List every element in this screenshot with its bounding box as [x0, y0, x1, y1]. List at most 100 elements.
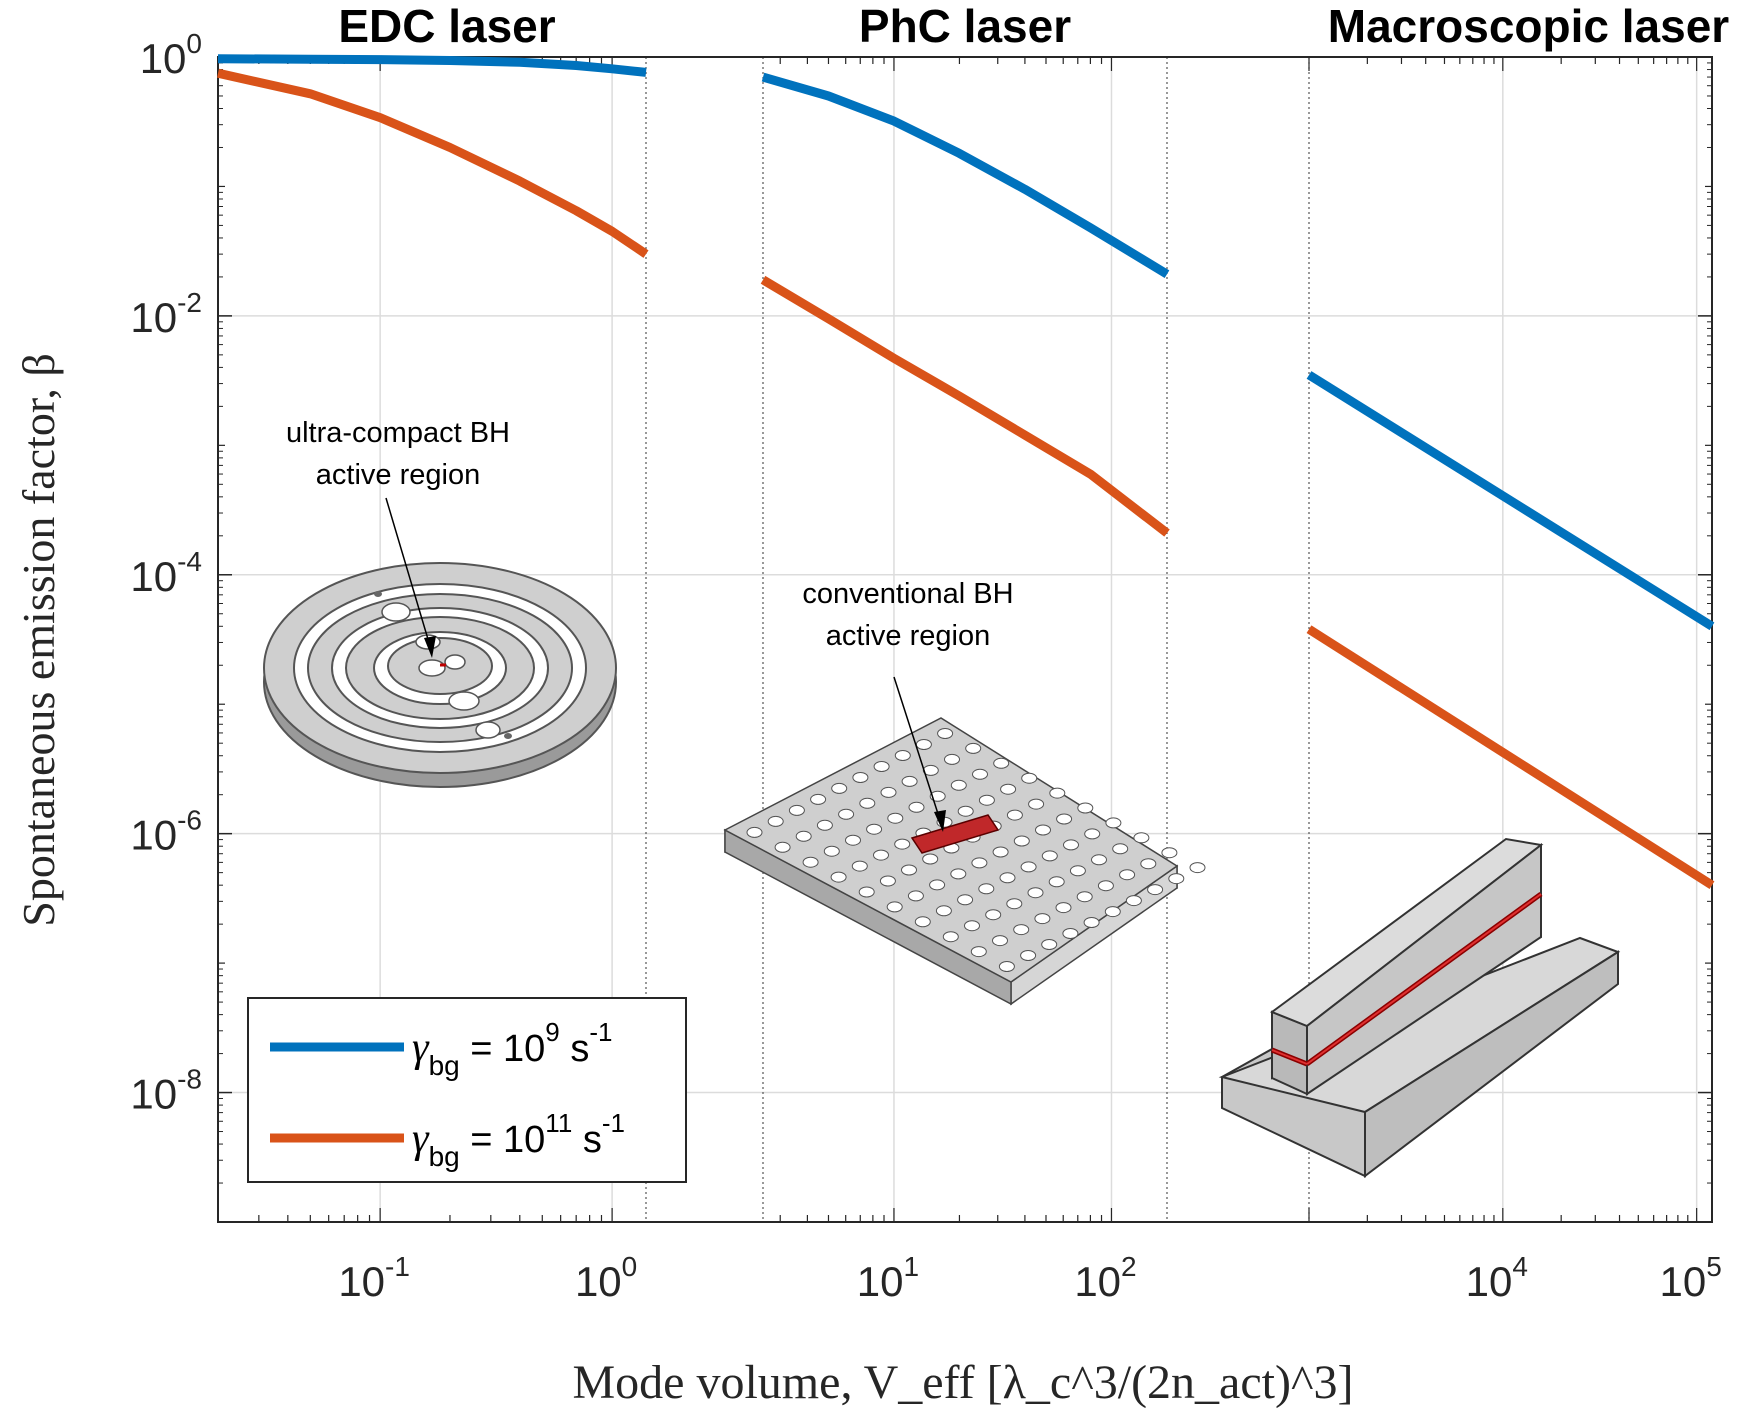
annotation-arrow: [385, 497, 431, 647]
photonic-crystal-hole: [1041, 939, 1058, 950]
photonic-crystal-hole: [901, 864, 917, 876]
photonic-crystal-hole: [978, 794, 995, 806]
photonic-crystal-hole: [830, 871, 847, 883]
photonic-crystal-hole: [873, 761, 890, 772]
series-line-g11: [760, 275, 1170, 537]
photonic-crystal-hole: [852, 772, 869, 783]
photonic-crystal-hole: [950, 868, 967, 880]
photonic-crystal-hole: [993, 757, 1010, 769]
y-tick-label: 100: [140, 28, 202, 82]
photonic-crystal-hole: [887, 812, 904, 824]
photonic-crystal-hole: [972, 768, 988, 780]
label-layer: 100 10-2 10-4 10-6 10-8 10-1 100 EDC laser 101 10…: [13, 0, 1729, 1409]
x-tick-label: 100: [575, 1251, 637, 1305]
photonic-crystal-hole: [1091, 854, 1107, 866]
annotation-text: active region: [826, 620, 990, 652]
photonic-crystal-hole: [746, 826, 763, 838]
photonic-crystal-hole: [1021, 772, 1038, 784]
photonic-crystal-hole: [1048, 876, 1065, 888]
panel-title: PhC laser: [859, 0, 1071, 52]
photonic-crystal-hole: [942, 931, 959, 943]
photonic-crystal-hole: [1027, 887, 1044, 899]
photonic-crystal-hole: [1069, 865, 1086, 877]
series-line-g9: [761, 72, 1170, 279]
photonic-crystal-hole: [1013, 924, 1030, 936]
photonic-crystal-hole: [1133, 832, 1150, 844]
photonic-crystal-hole: [1063, 839, 1079, 851]
photonic-crystal-hole: [957, 805, 974, 817]
photonic-crystal-hole: [971, 857, 988, 869]
phc-slab-illustration: [723, 717, 1206, 1006]
annotation-layer: ultra-compact BH active region conventiona…: [286, 417, 1014, 832]
photonic-crystal-hole: [999, 872, 1016, 884]
photonic-crystal-hole: [915, 739, 932, 750]
panel-title: EDC laser: [338, 0, 555, 52]
legend-label: γbg = 109 s-1: [412, 1017, 612, 1081]
photonic-crystal-hole: [1084, 828, 1101, 840]
photonic-crystal-hole: [879, 875, 896, 887]
photonic-crystal-hole: [845, 834, 861, 846]
photonic-crystal-hole: [851, 860, 868, 872]
annotation-arrowhead: [424, 636, 436, 658]
edc-disk-illustration: [263, 562, 617, 788]
photonic-crystal-hole: [880, 786, 897, 798]
x-axis-label: Mode volume, V_eff [λ_c^3/(2n_act)^3]: [572, 1356, 1353, 1409]
photonic-crystal-hole: [1062, 928, 1079, 939]
photonic-crystal-hole: [823, 845, 840, 857]
photonic-crystal-hole: [929, 879, 946, 891]
photonic-crystal-hole: [831, 782, 848, 794]
photonic-crystal-hole: [816, 819, 833, 831]
annotation-text: ultra-compact BH: [286, 417, 510, 449]
photonic-crystal-hole: [1077, 802, 1094, 814]
photonic-crystal-hole: [1097, 880, 1114, 892]
photonic-crystal-hole: [774, 841, 791, 853]
photonic-crystal-hole: [894, 838, 911, 850]
annotation-text: conventional BH: [802, 578, 1013, 610]
legend-box: [247, 997, 687, 1183]
photonic-crystal-hole: [1147, 884, 1164, 896]
photonic-crystal-hole: [970, 946, 987, 958]
photonic-crystal-hole: [1000, 783, 1017, 795]
photonic-crystal-hole: [1013, 835, 1030, 847]
photonic-crystal-hole: [866, 823, 883, 835]
photonic-crystal-hole: [1083, 917, 1100, 928]
photonic-crystal-hole: [1006, 809, 1023, 821]
photonic-crystal-hole: [1035, 824, 1051, 836]
photonic-crystal-hole: [894, 750, 911, 761]
annotation-arrow: [893, 676, 941, 821]
legend-label: γbg = 1011 s-1: [412, 1108, 625, 1172]
photonic-crystal-hole: [1055, 902, 1072, 914]
photonic-crystal-hole: [802, 856, 819, 868]
photonic-crystal-hole: [1119, 869, 1136, 881]
y-tick-label: 10-2: [130, 287, 202, 341]
photonic-crystal-hole: [978, 883, 995, 895]
photonic-crystal-hole: [886, 901, 903, 913]
photonic-crystal-hole: [873, 849, 889, 861]
photonic-crystal-hole: [838, 808, 855, 820]
series-layer: [217, 54, 1715, 889]
tick-layer: [217, 56, 1713, 1223]
axes-box: [217, 56, 1713, 1223]
series-line-g9: [217, 54, 647, 77]
photonic-crystal-hole: [1056, 813, 1073, 825]
photonic-crystal-hole: [1161, 847, 1178, 859]
x-tick-label: 104: [1466, 1251, 1528, 1305]
series-line-g11: [1306, 625, 1715, 889]
photonic-crystal-hole: [1112, 843, 1129, 855]
photonic-crystal-hole: [965, 742, 982, 754]
y-axis-label: Spontaneous emission factor, β: [13, 353, 64, 926]
photonic-crystal-hole: [950, 779, 967, 791]
photonic-crystal-hole: [985, 909, 1002, 921]
photonic-crystal-hole: [944, 753, 960, 765]
y-tick-label: 10-6: [130, 805, 202, 859]
x-tick-label: 101: [857, 1251, 919, 1305]
photonic-crystal-hole: [1028, 798, 1045, 810]
photonic-crystal-hole: [788, 804, 805, 816]
photonic-crystal-hole: [858, 886, 875, 898]
y-tick-label: 10-8: [130, 1064, 202, 1118]
photonic-crystal-hole: [1041, 850, 1058, 862]
photonic-crystal-hole: [1020, 950, 1037, 961]
x-tick-label: 10-1: [338, 1251, 410, 1305]
series-line-g11: [217, 68, 649, 258]
